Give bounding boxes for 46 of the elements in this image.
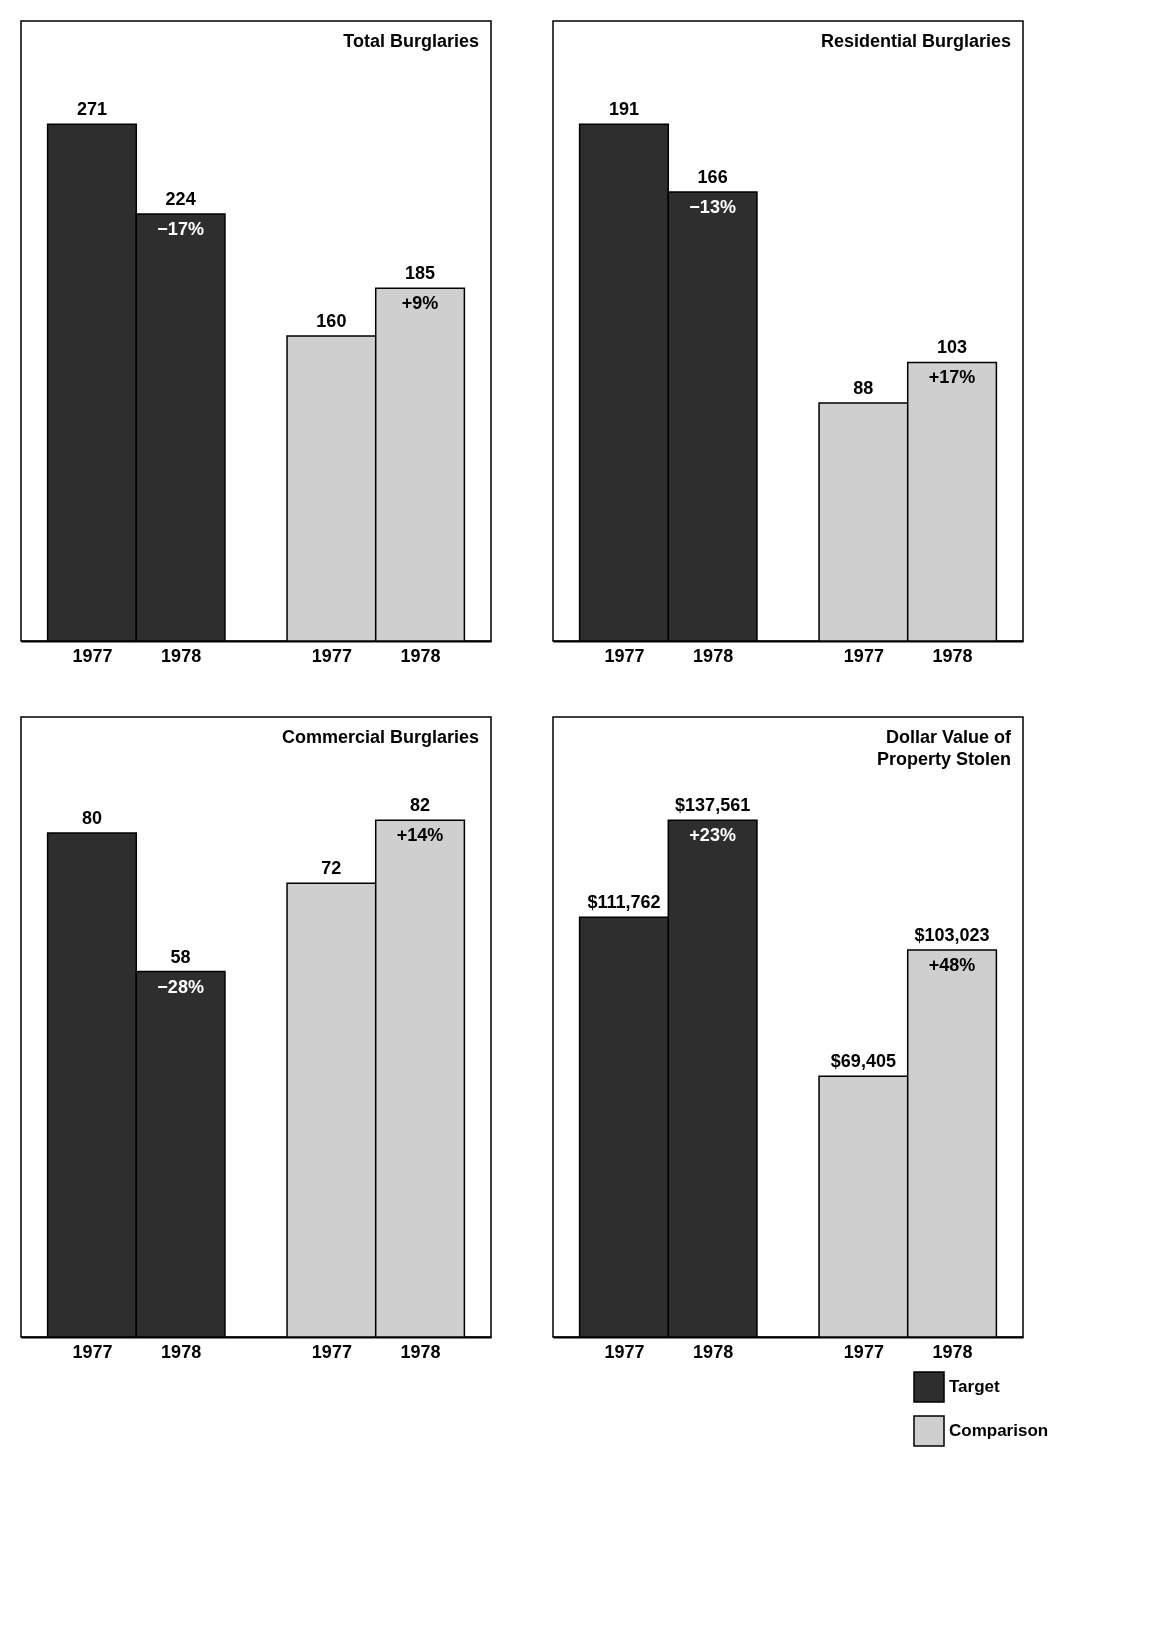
data-label: 185 <box>405 263 436 284</box>
data-label: 271 <box>76 99 107 120</box>
chart-title: Dollar Value of Property Stolen <box>876 727 1012 769</box>
annotation: +14% <box>396 825 444 846</box>
chart-title: Residential Burglaries <box>820 31 1011 51</box>
x-tick-label: 1978 <box>693 1341 734 1362</box>
x-tick-label: 1977 <box>311 645 352 666</box>
annotation: +23% <box>689 825 736 846</box>
legend-label: Target <box>949 1377 1001 1396</box>
x-tick-label: 1977 <box>604 645 645 666</box>
x-tick-label: 1977 <box>311 1341 352 1362</box>
x-tick-label: 1977 <box>843 1341 884 1362</box>
x-tick-label: 1978 <box>932 1341 973 1362</box>
x-tick-label: 1977 <box>604 1341 645 1362</box>
x-tick-label: 1978 <box>400 645 441 666</box>
data-label: 160 <box>316 310 347 331</box>
x-tick-label: 1978 <box>161 645 202 666</box>
annotation: +48% <box>928 955 976 976</box>
data-label: 224 <box>165 188 196 209</box>
x-tick-label: 1978 <box>400 1341 441 1362</box>
data-label: 103 <box>937 337 968 358</box>
annotation: +9% <box>401 293 439 314</box>
data-label: 166 <box>697 166 728 187</box>
x-tick-label: 1977 <box>843 645 884 666</box>
chart-title: Commercial Burglaries <box>281 727 479 747</box>
x-tick-label: 1978 <box>932 645 973 666</box>
data-label: $103,023 <box>914 925 990 946</box>
data-label: $69,405 <box>830 1051 896 1072</box>
annotation: +17% <box>928 367 976 388</box>
data-label: 82 <box>410 795 431 816</box>
data-label: $111,762 <box>587 892 661 913</box>
annotation: −13% <box>689 196 736 217</box>
x-tick-label: 1978 <box>161 1341 202 1362</box>
legend-label: Comparison <box>949 1421 1049 1440</box>
x-tick-label: 1977 <box>72 1341 113 1362</box>
data-label: $137,561 <box>675 795 751 816</box>
chart-title: Total Burglaries <box>343 31 479 51</box>
data-label: 80 <box>81 807 102 828</box>
x-tick-label: 1977 <box>72 645 113 666</box>
annotation: −28% <box>157 976 204 997</box>
data-label: 72 <box>321 858 342 879</box>
data-label: 88 <box>853 377 874 398</box>
annotation: −17% <box>157 218 204 239</box>
data-label: 191 <box>608 99 639 120</box>
x-tick-label: 1978 <box>693 645 734 666</box>
data-label: 58 <box>170 946 191 967</box>
